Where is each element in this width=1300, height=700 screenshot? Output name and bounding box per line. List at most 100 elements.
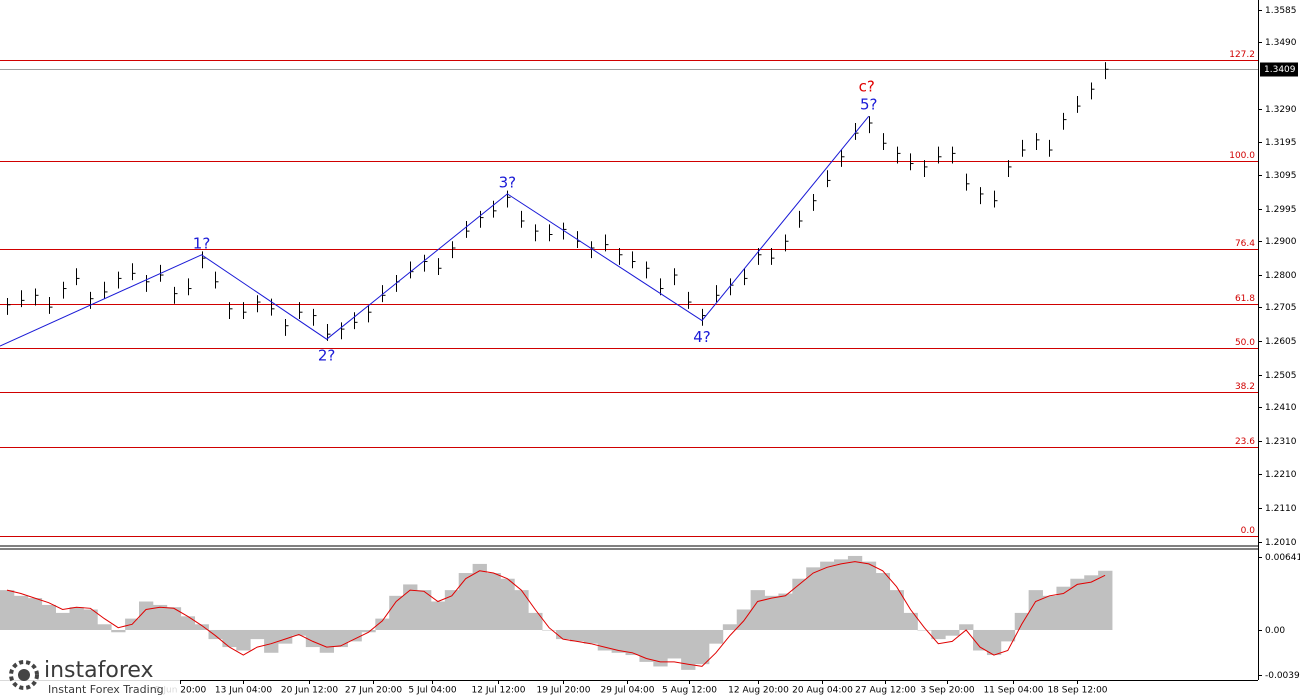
oscillator-bar — [278, 629, 293, 644]
y-tick-label: 1.2705 — [1265, 303, 1297, 313]
oscillator-bar — [528, 612, 543, 630]
oscillator-bar — [472, 563, 487, 630]
x-tick-label: 27 Aug 12:00 — [855, 686, 916, 696]
wave-label: 1? — [193, 234, 211, 252]
oscillator-bar — [13, 595, 29, 630]
fib-level-label: 0.0 — [1241, 526, 1256, 536]
oscillator-bar — [750, 590, 765, 630]
wave-degree-label: c? — [859, 78, 875, 96]
y-tick-label: 1.2800 — [1265, 271, 1297, 281]
current-price-box — [1260, 62, 1298, 77]
fib-level-label: 76.4 — [1235, 239, 1255, 249]
plot-layer: 127.2 100.0 76.4 61.8 50.0 38.2 23.6 0.0 1? 2? 3? 4… — [0, 6, 1300, 696]
oscillator-bar — [764, 595, 779, 630]
wave-label: 2? — [318, 347, 336, 365]
oscillator-bar — [583, 629, 599, 644]
fib-level-label: 61.8 — [1235, 294, 1255, 304]
y-tick-label: 1.3490 — [1265, 38, 1297, 48]
oscillator-bar — [931, 629, 946, 640]
current-price-label: 1.3409 — [1264, 65, 1296, 75]
y-tick-label: 1.2995 — [1265, 205, 1297, 215]
oscillator-bar — [542, 629, 557, 631]
oscillator-bar — [1098, 570, 1113, 630]
oscillator-bar — [27, 598, 43, 630]
wave-line — [0, 115, 870, 347]
oscillator-bar — [903, 612, 918, 630]
x-tick-label: 13 Jun 04:00 — [215, 686, 272, 696]
oscillator-bar — [0, 590, 15, 630]
signal-line — [6, 561, 1106, 667]
x-tick-label: 5 Aug 12:00 — [662, 686, 717, 696]
oscillator-bar — [180, 616, 196, 630]
oscillator-bar — [194, 624, 209, 630]
oscillator-bar — [917, 629, 932, 631]
oscillator-bar — [806, 567, 821, 630]
oscillator-bar — [556, 629, 571, 640]
oscillator-bar — [639, 629, 654, 662]
oscillator-bar — [889, 590, 904, 630]
fib-level-label: 127.2 — [1229, 50, 1255, 60]
oscillator-bar — [792, 578, 807, 630]
oscillator-bar — [625, 629, 640, 656]
oscillator-bar — [486, 573, 501, 630]
fib-level-label: 50.0 — [1235, 338, 1255, 348]
oscillator-bar — [611, 629, 626, 653]
oscillator-bar — [41, 604, 57, 630]
oscillator-bar — [820, 561, 835, 630]
y-tick-label: 1.2505 — [1265, 371, 1297, 381]
y-tick-label: 1.3290 — [1265, 105, 1297, 115]
wave-label: 3? — [499, 173, 517, 191]
oscillator-bar — [986, 629, 1002, 656]
x-tick-label: 19 Jul 20:00 — [537, 686, 591, 696]
oscillator-bar — [695, 629, 710, 665]
oscillator-bar — [264, 629, 279, 653]
oscillator-bar — [111, 629, 126, 633]
oscillator-bar — [139, 601, 154, 630]
oscillator-bar — [97, 624, 112, 630]
osc-y-tick-label: 0.00641 — [1265, 553, 1300, 563]
oscillator-bar — [152, 604, 168, 630]
x-tick-label: 5 Jun 20:00 — [155, 686, 207, 696]
oscillator-bar — [361, 629, 376, 633]
x-tick-label: 12 Jul 12:00 — [472, 686, 526, 696]
oscillator-bar — [778, 593, 793, 630]
oscillator-bar — [597, 629, 613, 651]
oscillator-bar — [681, 629, 696, 670]
watermark-tagline: Instant Forex Trading — [48, 683, 164, 696]
oscillator-bar — [500, 578, 515, 630]
oscillator-bar — [653, 629, 668, 667]
x-tick-label: 12 Aug 20:00 — [728, 686, 789, 696]
osc-y-tick-label: 0.00 — [1265, 626, 1285, 636]
oscillator-bar — [1070, 578, 1085, 630]
oscillator-bar — [375, 618, 390, 630]
oscillator-bar — [514, 590, 529, 630]
x-tick-label: 5 Jul 04:00 — [408, 686, 457, 696]
oscillator-bar — [83, 609, 98, 630]
x-tick-label: 3 Sep 20:00 — [920, 686, 975, 696]
oscillator-bar — [444, 590, 460, 630]
osc-y-tick-label: -0.00393 — [1265, 671, 1300, 681]
oscillator-bar — [973, 629, 988, 651]
y-tick-label: 1.2210 — [1265, 470, 1297, 480]
logo-gear — [9, 660, 39, 690]
x-tick-label: 27 Jun 20:00 — [345, 686, 402, 696]
oscillator-bar — [236, 629, 251, 651]
oscillator-bar — [1000, 629, 1016, 642]
y-tick-label: 1.2110 — [1265, 504, 1297, 514]
oscillator-bar — [250, 629, 265, 640]
x-tick-label: 29 Jul 04:00 — [601, 686, 655, 696]
x-tick-label: 20 Jun 12:00 — [281, 686, 338, 696]
fib-level-label: 23.6 — [1235, 437, 1255, 447]
oscillator-bar — [875, 573, 891, 630]
x-tick-label: 18 Sep 12:00 — [1047, 686, 1107, 696]
oscillator-bar — [69, 607, 84, 630]
fib-level-label: 38.2 — [1235, 382, 1255, 392]
wave-label: 5? — [860, 96, 878, 114]
y-tick-label: 1.2605 — [1265, 337, 1297, 347]
oscillator-bar — [166, 607, 182, 630]
y-tick-label: 1.2010 — [1265, 538, 1297, 548]
oscillator-bar — [722, 624, 738, 630]
watermark: instaforex Instant Forex Trading — [0, 655, 180, 700]
